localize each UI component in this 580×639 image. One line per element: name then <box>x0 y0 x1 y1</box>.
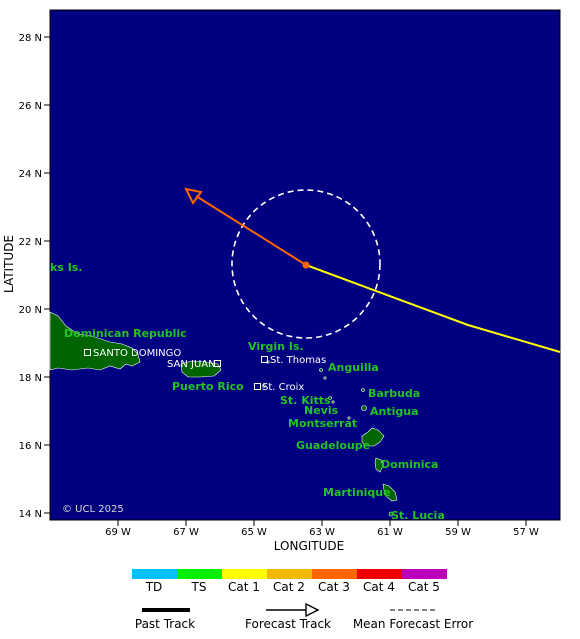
anguilla-land <box>319 368 323 372</box>
city-markers <box>84 349 268 390</box>
forecast-track-legend-arrow <box>305 602 320 618</box>
montserrat-land <box>347 416 351 420</box>
legend-label-td: TD <box>145 580 163 594</box>
legend-label-cat3: Cat 3 <box>318 580 350 594</box>
lon-label-67: 67 W <box>173 527 199 538</box>
legend-label-cat1: Cat 1 <box>228 580 260 594</box>
copyright-text: © UCL 2025 <box>62 504 124 515</box>
lat-label-16: 16 N <box>19 441 42 452</box>
nevis-label: Nevis <box>304 404 339 417</box>
barbuda-label: Barbuda <box>368 387 420 400</box>
anguilla-label: Anguilla <box>328 361 379 374</box>
martinique-label: Martinique <box>323 486 391 499</box>
legend-label-cat4: Cat 4 <box>363 580 395 594</box>
category-legend: TD TS Cat 1 Cat 2 Cat 3 Cat 4 Cat 5 <box>132 569 447 594</box>
lon-label-69: 69 W <box>105 527 131 538</box>
san-juan-marker <box>214 360 221 367</box>
lat-label-26: 26 N <box>19 101 42 112</box>
nevis-land <box>331 400 335 404</box>
lat-label-14: 14 N <box>19 509 42 520</box>
lat-label-24: 24 N <box>19 169 42 180</box>
antigua-land <box>361 405 367 411</box>
lon-label-63: 63 W <box>309 527 335 538</box>
martinique-land <box>382 483 398 502</box>
latitude-axis <box>44 36 50 514</box>
lon-label-59: 59 W <box>445 527 471 538</box>
legend-swatch-cat4 <box>357 569 402 579</box>
current-position-marker <box>302 261 310 269</box>
guadeloupe-land <box>361 427 385 447</box>
legend-swatch-cat1 <box>222 569 267 579</box>
santo-domingo-marker <box>84 349 91 356</box>
guadeloupe-label: Guadeloupe <box>296 439 370 452</box>
lat-label-22: 22 N <box>19 237 42 248</box>
past-track-label: Past Track <box>135 617 195 631</box>
st-thomas-marker <box>261 356 268 363</box>
legend-label-cat5: Cat 5 <box>408 580 440 594</box>
st-kitts-label: St. Kitts <box>280 394 331 407</box>
st-croix-marker <box>254 383 261 390</box>
forecast-track-line <box>195 195 307 266</box>
longitude-tick-labels: 69 W 67 W 65 W 63 W 61 W 59 W 57 W <box>105 527 539 538</box>
legend-swatch-td <box>132 569 177 579</box>
st-kitts-land <box>328 396 332 400</box>
legend-swatch-cat5 <box>402 569 447 579</box>
longitude-axis <box>117 520 527 526</box>
legend-swatch-cat2 <box>267 569 312 579</box>
st-martin-land <box>323 376 327 380</box>
place-labels: ks Is. Dominican Republic SANTO DOMINGO … <box>50 261 445 522</box>
hispaniola-land <box>49 311 141 371</box>
legend-label-cat2: Cat 2 <box>273 580 305 594</box>
puerto-rico-land <box>180 360 222 378</box>
turks-label: ks Is. <box>50 261 83 274</box>
error-label: Mean Forecast Error <box>353 617 473 631</box>
legend-label-ts: TS <box>191 580 207 594</box>
barbuda-land <box>361 388 365 392</box>
dominica-land <box>374 457 384 473</box>
landmasses <box>49 311 398 517</box>
lon-label-65: 65 W <box>241 527 267 538</box>
montserrat-label: Montserrat <box>288 417 357 430</box>
lat-label-20: 20 N <box>19 305 42 316</box>
forecast-arrow-head <box>184 187 203 205</box>
lat-label-28: 28 N <box>19 33 42 44</box>
st-lucia-label: St. Lucia <box>391 509 445 522</box>
x-axis-title: LONGITUDE <box>274 539 344 553</box>
lat-label-18: 18 N <box>19 373 42 384</box>
antigua-label: Antigua <box>370 405 419 418</box>
lon-label-57: 57 W <box>513 527 539 538</box>
track-legend: Past Track Forecast Track Mean Forecast … <box>135 602 473 631</box>
santo-domingo-label: SANTO DOMINGO <box>93 348 181 359</box>
virgin-is-label: Virgin Is. <box>248 340 304 353</box>
forecast-error-cone <box>231 189 381 339</box>
legend-swatch-ts <box>177 569 222 579</box>
past-track-line <box>305 264 561 353</box>
legend-swatch-cat3 <box>312 569 357 579</box>
dominican-republic-label: Dominican Republic <box>64 327 187 340</box>
forecast-track-label: Forecast Track <box>245 617 331 631</box>
latitude-tick-labels: 28 N 26 N 24 N 22 N 20 N 18 N 16 N 14 N <box>19 33 42 520</box>
st-thomas-label: St. Thomas <box>270 355 326 366</box>
dominica-label: Dominica <box>381 458 438 471</box>
y-axis-title: LATITUDE <box>2 235 16 293</box>
st-croix-land <box>262 384 266 388</box>
puerto-rico-label: Puerto Rico <box>172 380 244 393</box>
san-juan-label: SAN JUAN <box>167 359 216 370</box>
st-lucia-land <box>388 511 394 517</box>
st-croix-label: St. Croix <box>262 382 304 393</box>
lon-label-61: 61 W <box>377 527 403 538</box>
